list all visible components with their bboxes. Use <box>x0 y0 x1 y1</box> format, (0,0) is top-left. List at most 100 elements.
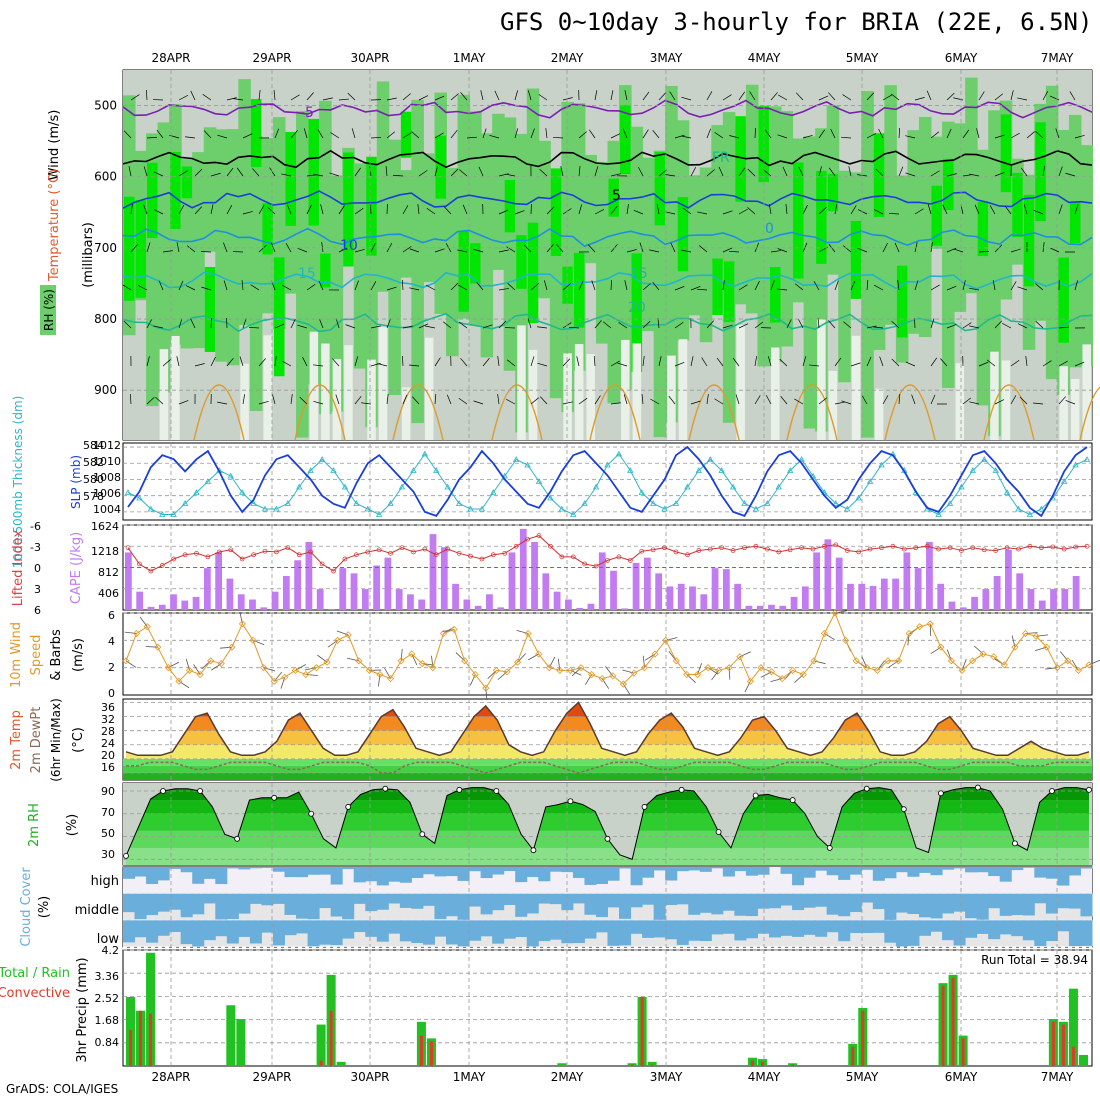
rh-dry-plume <box>828 370 838 440</box>
wind-barb <box>361 402 372 405</box>
cloud-cover-bar <box>515 920 528 938</box>
cape-bar <box>147 606 155 610</box>
wind-barb <box>873 209 884 215</box>
rh-dry-plume <box>1059 366 1068 440</box>
wind-barb <box>258 205 265 215</box>
wind-barb <box>274 128 280 139</box>
precip-tick: 4.2 <box>102 944 120 957</box>
rh-core <box>435 135 446 199</box>
cape-bar <box>689 586 696 610</box>
wind-barb <box>194 206 203 215</box>
cloud-cover-bar <box>261 893 274 906</box>
cloud-cover-bar <box>330 893 343 917</box>
cloud-cover-bar <box>399 893 412 908</box>
wind-barb <box>242 211 253 215</box>
wind-barb <box>386 97 397 101</box>
thickness-point <box>261 505 269 512</box>
cloud-cover-bar <box>180 920 193 945</box>
wind-barb-10m <box>739 651 751 658</box>
rh2m-label: 2m RH <box>27 803 42 847</box>
wind-barb <box>123 320 132 329</box>
wind-speed-point <box>175 677 183 685</box>
rh-core <box>770 266 781 323</box>
wind-speed-point <box>450 625 458 633</box>
precip-convective-bar <box>149 1013 153 1066</box>
precip-convective-bar <box>941 985 945 1066</box>
cloud-cover-bar <box>826 867 839 876</box>
cloud-cover-bar <box>526 893 539 914</box>
wind-barb-10m <box>813 660 826 665</box>
wind-barb <box>834 357 842 367</box>
wind-barb <box>313 364 324 367</box>
wind-speed-point <box>1000 661 1008 669</box>
wind-barb <box>539 168 548 177</box>
wind-barb-10m <box>336 630 349 636</box>
rh-column <box>503 117 517 371</box>
wind-barb <box>882 395 889 405</box>
wind-barb <box>639 242 644 253</box>
cape-bar <box>170 594 177 610</box>
precip-tick: 2.52 <box>95 992 120 1005</box>
rh-point <box>937 790 944 797</box>
cloud-cover-bar <box>296 867 309 878</box>
wind-barb <box>770 92 778 101</box>
rh-column <box>665 85 678 423</box>
wind-barb <box>962 397 972 405</box>
li-point <box>148 568 154 574</box>
temp-tick: 28 <box>101 725 115 738</box>
wind-speed-point <box>164 664 172 672</box>
rh-column <box>157 122 171 393</box>
cloud-cover-bar <box>226 867 239 869</box>
wind-barb <box>738 91 746 101</box>
wind-barb <box>729 135 740 139</box>
thickness-point <box>341 483 349 490</box>
wind-barb <box>701 357 708 367</box>
wind-barb <box>143 204 148 215</box>
wind-tick: 0 <box>108 687 115 700</box>
cloud-cover-bar <box>226 893 239 920</box>
wind-barb-10m <box>760 671 772 678</box>
cloud-cover-bar <box>157 867 170 881</box>
date-label-top: 7MAY <box>1041 51 1074 65</box>
li-point <box>582 561 588 567</box>
cape-bar <box>192 596 200 610</box>
cloud-cover-bar <box>284 867 297 878</box>
cloud-cover-bar <box>1022 920 1035 941</box>
wind-barb <box>426 284 436 291</box>
wind-speed-point <box>767 668 776 676</box>
wind-barb <box>809 364 820 367</box>
wind-barb <box>497 356 500 367</box>
wind-barb <box>498 288 509 291</box>
thickness-point <box>558 505 566 512</box>
wind-barb-10m <box>946 649 952 661</box>
li-point <box>433 552 439 558</box>
cloud-cover-bar <box>284 893 297 915</box>
rh-dry-plume <box>321 343 330 440</box>
wind-barb <box>674 361 685 367</box>
date-label-bottom: 5MAY <box>846 1070 879 1084</box>
wind-barb <box>338 205 345 215</box>
thickness-point <box>992 467 999 473</box>
rh-core <box>458 230 470 312</box>
wind-barb <box>270 242 276 253</box>
precip-total-bar <box>1078 1054 1088 1066</box>
li-point <box>856 549 862 555</box>
wind-barb <box>714 398 724 405</box>
thickness-point <box>638 489 645 495</box>
cloud-cover-bar <box>457 920 470 947</box>
wind-barb <box>473 248 484 253</box>
cloud-cover-bar <box>619 893 632 919</box>
rh-core <box>550 168 562 256</box>
li-point <box>228 547 234 553</box>
date-label-top: 4MAY <box>748 51 781 65</box>
cloud-row-label: low <box>97 932 120 947</box>
cloud-cover-bar <box>815 920 828 937</box>
rh-column <box>469 111 482 326</box>
cloud-cover-bar <box>734 920 747 941</box>
wind-barb <box>282 284 292 291</box>
cloud-cover-bar <box>1080 867 1093 869</box>
cloud-cover-bar <box>538 920 551 942</box>
wind-speed-point <box>556 666 564 674</box>
wind-barb <box>450 168 459 177</box>
wind-barb <box>976 128 980 139</box>
